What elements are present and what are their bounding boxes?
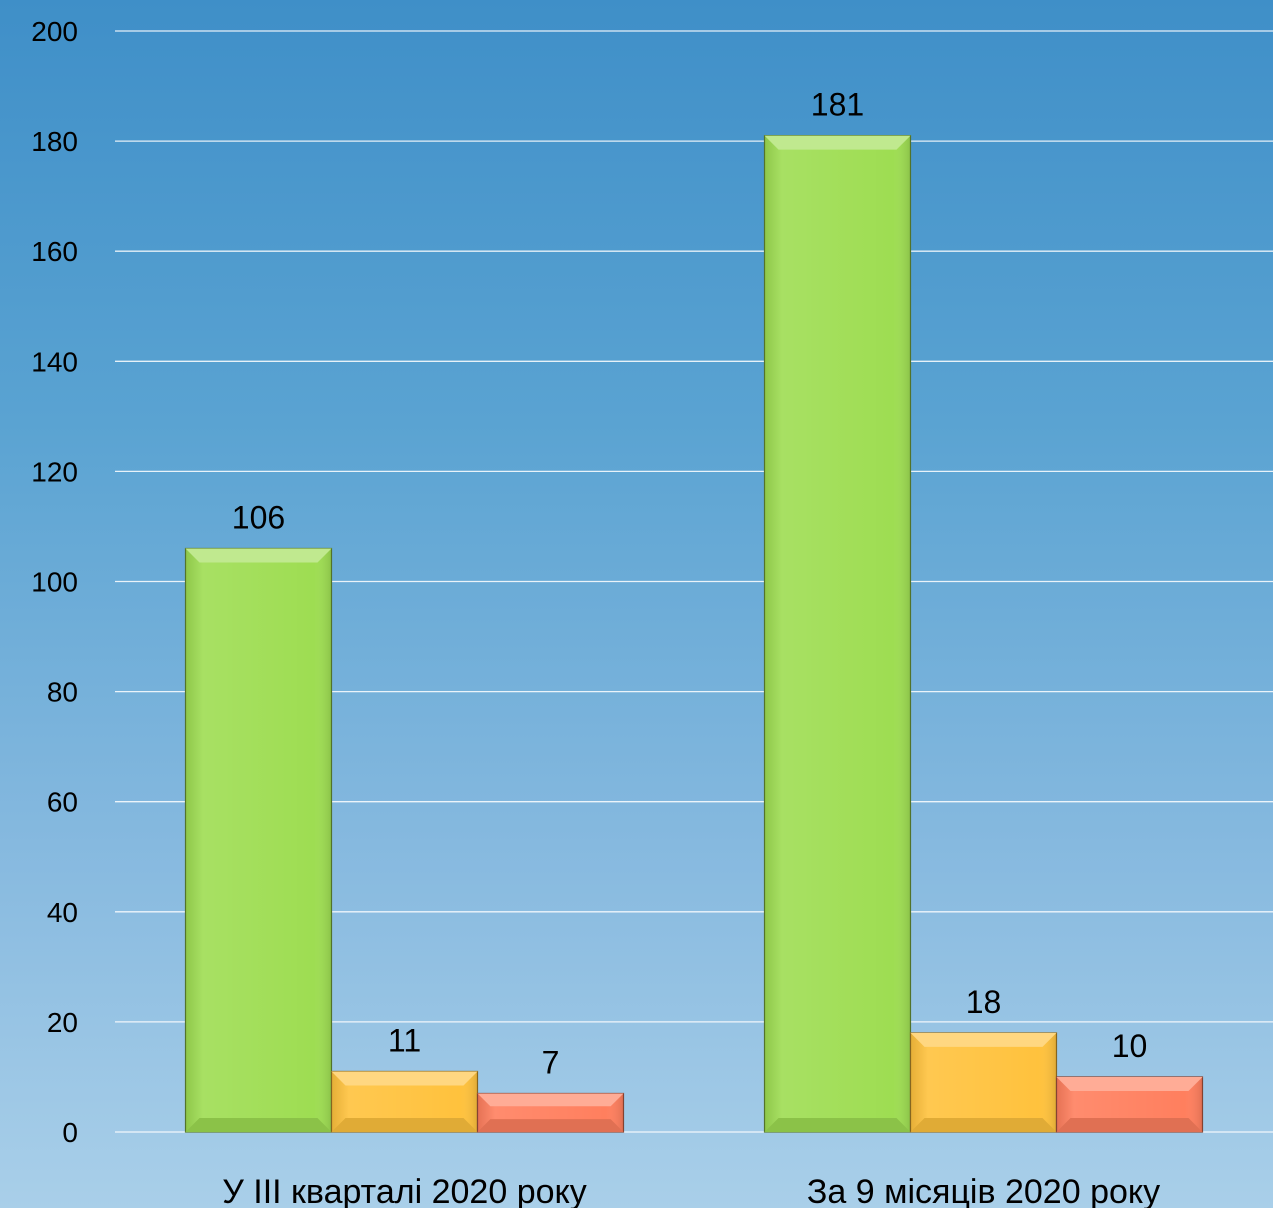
data-label: 181 (811, 87, 864, 123)
data-label: 106 (232, 499, 285, 535)
bar-bevel-bottom (477, 1119, 624, 1132)
bars (184, 134, 1204, 1133)
x-axis-category-labels: У ІІІ кварталі 2020 року За 9 місяців 202… (222, 1173, 1160, 1208)
bar (184, 547, 333, 1133)
bar-bevel-bottom (764, 1118, 911, 1132)
y-tick-label: 40 (47, 897, 78, 928)
bar (763, 134, 912, 1133)
y-axis-tick-labels: 0 20 40 60 80 100 120 140 160 180 200 (31, 16, 78, 1148)
y-tick-label: 20 (47, 1007, 78, 1038)
bar-shading (910, 1032, 1057, 1132)
data-label: 11 (388, 1022, 421, 1058)
y-tick-label: 180 (31, 126, 78, 157)
y-tick-label: 0 (62, 1117, 78, 1148)
data-label: 10 (1112, 1028, 1148, 1064)
y-tick-label: 60 (47, 787, 78, 818)
bar (330, 1070, 479, 1133)
bar-bevel-top (764, 135, 911, 150)
bar-bevel-top (910, 1032, 1057, 1047)
y-tick-label: 200 (31, 16, 78, 47)
data-label: 7 (542, 1044, 560, 1080)
bar (1055, 1076, 1204, 1133)
bar-bevel-top (185, 548, 332, 563)
bar-bevel-bottom (1056, 1118, 1203, 1132)
y-tick-label: 120 (31, 456, 78, 487)
y-tick-label: 160 (31, 236, 78, 267)
bar-bevel-top (477, 1093, 624, 1107)
y-tick-label: 140 (31, 346, 78, 377)
data-label: 18 (966, 984, 1002, 1020)
bar-bevel-top (331, 1071, 478, 1086)
y-tick-label: 100 (31, 567, 78, 598)
bar-shading (185, 548, 332, 1132)
x-category-label: У ІІІ кварталі 2020 року (222, 1173, 587, 1208)
bar-bevel-bottom (910, 1118, 1057, 1132)
data-labels: 106 11 7 181 18 10 (232, 87, 1147, 1081)
bar-shading (764, 135, 911, 1133)
bar-bevel-bottom (331, 1118, 478, 1132)
x-category-label: За 9 місяців 2020 року (807, 1173, 1160, 1208)
bar-bevel-bottom (185, 1118, 332, 1132)
bar-bevel-top (1056, 1076, 1203, 1091)
y-tick-label: 80 (47, 677, 78, 708)
bar (909, 1032, 1058, 1133)
bar (476, 1092, 625, 1133)
